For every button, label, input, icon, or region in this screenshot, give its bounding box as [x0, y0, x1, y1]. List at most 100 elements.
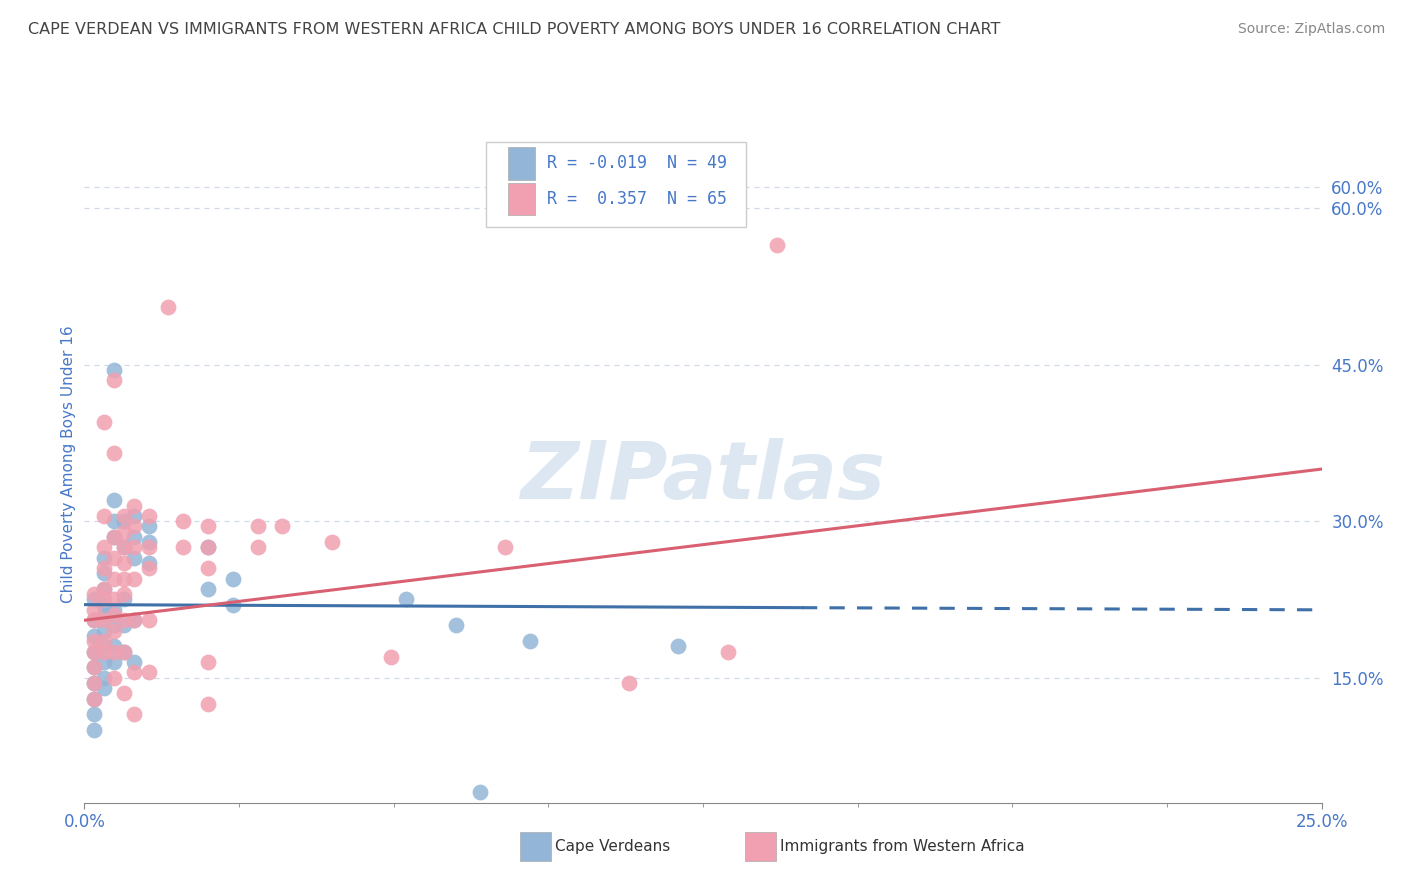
Point	[395, 592, 418, 607]
Point	[138, 613, 160, 627]
Point	[271, 519, 294, 533]
Point	[83, 707, 105, 722]
Point	[112, 613, 135, 627]
Point	[103, 446, 125, 460]
Point	[93, 644, 115, 658]
Point	[103, 373, 125, 387]
Point	[112, 524, 135, 539]
Point	[93, 415, 115, 429]
Point	[93, 624, 115, 638]
Point	[197, 655, 219, 669]
Point	[197, 519, 219, 533]
Point	[122, 655, 145, 669]
Point	[83, 587, 105, 601]
Point	[93, 550, 115, 565]
Text: ZIPatlas: ZIPatlas	[520, 438, 886, 516]
Point	[93, 561, 115, 575]
Point	[172, 514, 194, 528]
Point	[83, 660, 105, 674]
Text: CAPE VERDEAN VS IMMIGRANTS FROM WESTERN AFRICA CHILD POVERTY AMONG BOYS UNDER 16: CAPE VERDEAN VS IMMIGRANTS FROM WESTERN …	[28, 22, 1001, 37]
Point	[122, 508, 145, 523]
Point	[222, 598, 245, 612]
Point	[93, 634, 115, 648]
Point	[83, 613, 105, 627]
Point	[112, 514, 135, 528]
Text: R = -0.019  N = 49: R = -0.019 N = 49	[547, 154, 727, 172]
Point	[617, 676, 640, 690]
Point	[93, 608, 115, 623]
Point	[122, 541, 145, 555]
Point	[93, 566, 115, 581]
Point	[93, 613, 115, 627]
Point	[122, 613, 145, 627]
Point	[122, 707, 145, 722]
Point	[93, 640, 115, 654]
Point	[122, 499, 145, 513]
Point	[138, 665, 160, 680]
Point	[103, 608, 125, 623]
Point	[103, 624, 125, 638]
Point	[93, 598, 115, 612]
Point	[138, 541, 160, 555]
Point	[83, 603, 105, 617]
Point	[83, 629, 105, 643]
Point	[519, 634, 541, 648]
Text: Immigrants from Western Africa: Immigrants from Western Africa	[780, 839, 1025, 854]
Point	[103, 530, 125, 544]
Point	[103, 572, 125, 586]
Text: R =  0.357  N = 65: R = 0.357 N = 65	[547, 190, 727, 208]
Point	[103, 640, 125, 654]
Point	[103, 363, 125, 377]
Point	[83, 691, 105, 706]
FancyBboxPatch shape	[486, 142, 747, 227]
Point	[103, 592, 125, 607]
Point	[197, 541, 219, 555]
Point	[197, 541, 219, 555]
Point	[494, 541, 516, 555]
Point	[103, 550, 125, 565]
Point	[83, 723, 105, 737]
Point	[138, 561, 160, 575]
Point	[83, 613, 105, 627]
Point	[197, 582, 219, 596]
Point	[112, 644, 135, 658]
Point	[112, 572, 135, 586]
Point	[380, 649, 402, 664]
Point	[93, 582, 115, 596]
Point	[112, 686, 135, 700]
Point	[112, 541, 135, 555]
Point	[103, 644, 125, 658]
Point	[470, 785, 492, 799]
Point	[103, 530, 125, 544]
Point	[93, 681, 115, 695]
Point	[172, 541, 194, 555]
Point	[138, 519, 160, 533]
Point	[103, 618, 125, 632]
Point	[112, 508, 135, 523]
Point	[83, 592, 105, 607]
Point	[83, 676, 105, 690]
Point	[122, 519, 145, 533]
Point	[83, 634, 105, 648]
Point	[93, 655, 115, 669]
Point	[122, 550, 145, 565]
Point	[83, 644, 105, 658]
Point	[197, 697, 219, 711]
Point	[103, 493, 125, 508]
Point	[93, 671, 115, 685]
Point	[138, 556, 160, 570]
Point	[122, 530, 145, 544]
FancyBboxPatch shape	[508, 183, 534, 215]
Point	[103, 671, 125, 685]
Point	[197, 561, 219, 575]
FancyBboxPatch shape	[508, 147, 534, 179]
Point	[138, 508, 160, 523]
Point	[83, 676, 105, 690]
Point	[93, 592, 115, 607]
Point	[103, 514, 125, 528]
Text: Cape Verdeans: Cape Verdeans	[555, 839, 671, 854]
Point	[112, 541, 135, 555]
Point	[138, 535, 160, 549]
Point	[83, 660, 105, 674]
Y-axis label: Child Poverty Among Boys Under 16: Child Poverty Among Boys Under 16	[60, 325, 76, 603]
